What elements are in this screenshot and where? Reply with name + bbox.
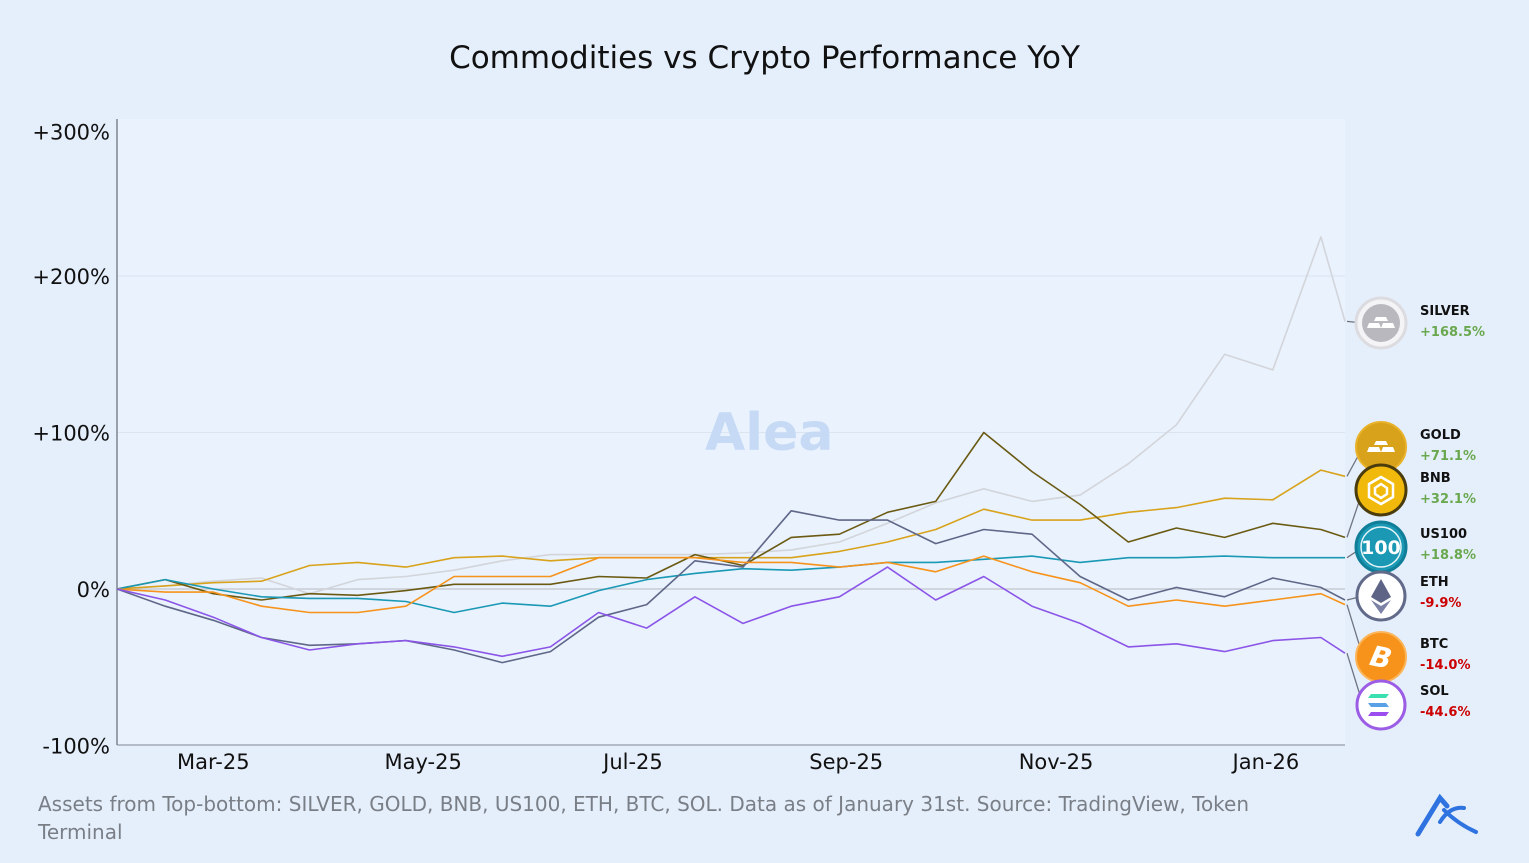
y-tick-label: +300% [32, 121, 110, 145]
sol-glyph-bottom [1368, 712, 1389, 716]
bnb-icon [1354, 463, 1408, 517]
asset-name: SOL [1420, 684, 1449, 699]
asset-change: -14.0% [1420, 658, 1471, 673]
sol-glyph-mid [1368, 703, 1389, 707]
footnote: Assets from Top-bottom: SILVER, GOLD, BN… [38, 792, 1250, 844]
legend-eth: ETH -9.9% [1420, 575, 1461, 611]
us100-glyph: 100 [1361, 537, 1401, 559]
x-tick-label: Nov-25 [1019, 750, 1094, 774]
silver-bars-glyph [1367, 317, 1395, 328]
x-tick-label: Jan-26 [1231, 750, 1300, 774]
asset-change: -44.6% [1420, 705, 1471, 720]
legend-btc: BTC -14.0% [1420, 637, 1471, 673]
legend-gold: GOLD +71.1% [1420, 428, 1476, 464]
series-line-sol [116, 566, 1346, 658]
y-tick-label: -100% [42, 735, 110, 759]
x-tick-label: Mar-25 [177, 750, 250, 774]
x-axis-ticks: Mar-25 May-25 Jul-25 Sep-25 Nov-25 Jan-26 [177, 750, 1299, 774]
y-axis-ticks: +300% +200% +100% 0% -100% [32, 121, 110, 759]
icon-bg [1354, 463, 1408, 517]
bnb-glyph [1367, 475, 1395, 506]
series-line-bnb [116, 431, 1346, 601]
series-line-gold [116, 469, 1346, 590]
sol-glyph-top [1368, 694, 1389, 698]
asset-icons: 100 B [1354, 296, 1408, 731]
legend-bnb: BNB +32.1% [1420, 471, 1476, 507]
legend-silver: SILVER +168.5% [1420, 304, 1485, 340]
alea-logo-icon [1415, 793, 1478, 837]
asset-change: -9.9% [1420, 596, 1462, 611]
silver-bars-icon [1354, 296, 1408, 350]
y-tick-label: +200% [32, 265, 110, 289]
gridlines [117, 275, 1345, 590]
gold-bars-glyph [1367, 441, 1395, 452]
x-tick-label: Sep-25 [809, 750, 883, 774]
legend-sol: SOL -44.6% [1420, 684, 1471, 720]
x-tick-label: Jul-25 [601, 750, 663, 774]
asset-change: +71.1% [1420, 449, 1476, 464]
y-tick-label: 0% [77, 578, 110, 602]
legend-us100: US100 +18.8% [1420, 527, 1476, 563]
asset-name: BTC [1420, 637, 1449, 652]
eth-glyph-bottom [1371, 600, 1391, 614]
eth-glyph-top [1371, 579, 1391, 603]
series-line-btc [116, 555, 1346, 614]
asset-name: BNB [1420, 471, 1451, 486]
asset-change: +32.1% [1420, 492, 1476, 507]
x-tick-label: May-25 [384, 750, 461, 774]
bitcoin-icon: B [1355, 631, 1407, 683]
asset-name: ETH [1420, 575, 1449, 590]
solana-icon [1355, 679, 1407, 731]
ethereum-icon [1355, 570, 1407, 622]
asset-name: SILVER [1420, 304, 1470, 319]
asset-change: +168.5% [1420, 325, 1486, 340]
asset-name: GOLD [1420, 428, 1461, 443]
y-tick-label: +100% [32, 422, 110, 446]
asset-name: US100 [1420, 527, 1468, 542]
series-line-us100 [116, 555, 1345, 614]
icon-ring [1360, 526, 1402, 568]
chart-title: Commodities vs Crypto Performance YoY [449, 40, 1080, 76]
us100-icon: 100 [1354, 520, 1408, 574]
watermark: Alea [705, 403, 833, 463]
asset-change: +18.8% [1420, 548, 1476, 563]
series-line-eth [116, 509, 1346, 664]
series-line-silver [116, 236, 1346, 595]
series-lines [116, 236, 1346, 664]
icon-bg [1362, 304, 1400, 342]
